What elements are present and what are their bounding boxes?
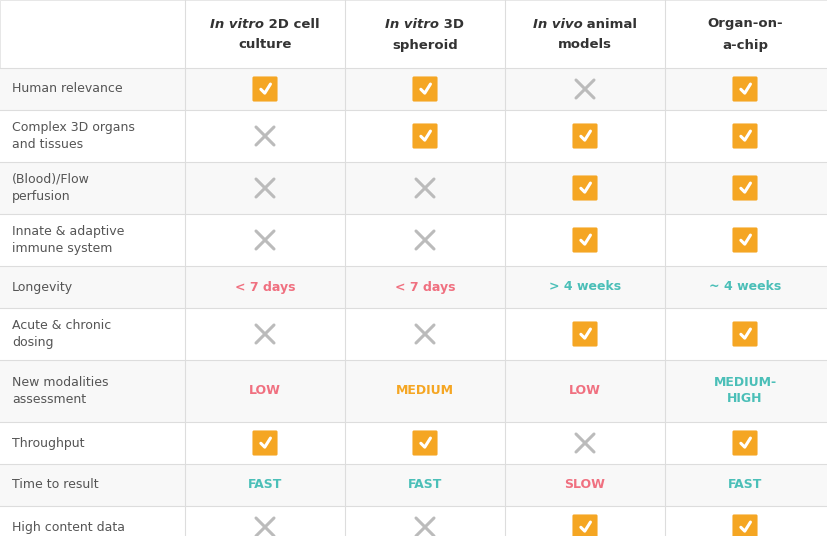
Bar [0,360,827,422]
Bar [0,464,827,506]
Bar [0,266,827,308]
FancyBboxPatch shape [571,322,597,347]
Bar [0,214,827,266]
Text: ~ 4 weeks: ~ 4 weeks [708,280,780,294]
FancyBboxPatch shape [732,175,757,200]
Text: FAST: FAST [727,479,762,492]
Text: a-chip: a-chip [721,39,767,51]
Text: < 7 days: < 7 days [235,280,295,294]
FancyBboxPatch shape [732,123,757,148]
FancyBboxPatch shape [732,322,757,347]
Bar [0,308,827,360]
Text: FAST: FAST [408,479,442,492]
Text: LOW: LOW [249,384,280,398]
FancyBboxPatch shape [252,430,277,456]
Text: Complex 3D organs
and tissues: Complex 3D organs and tissues [12,121,135,151]
FancyBboxPatch shape [732,430,757,456]
FancyBboxPatch shape [732,227,757,252]
Bar [0,0,827,68]
Text: < 7 days: < 7 days [394,280,455,294]
Text: Acute & chronic
dosing: Acute & chronic dosing [12,319,111,349]
Bar [0,110,827,162]
Text: Human relevance: Human relevance [12,83,122,95]
Text: High content data: High content data [12,520,125,533]
Text: models: models [557,39,611,51]
Text: 2D cell: 2D cell [264,18,319,31]
Text: animal: animal [581,18,637,31]
Text: Innate & adaptive
immune system: Innate & adaptive immune system [12,225,124,255]
Text: Throughput: Throughput [12,436,84,450]
Bar [0,68,827,110]
Text: culture: culture [238,39,291,51]
Bar [0,506,827,536]
Text: MEDIUM-
HIGH: MEDIUM- HIGH [713,376,776,406]
Text: LOW: LOW [568,384,600,398]
Text: New modalities
assessment: New modalities assessment [12,376,108,406]
FancyBboxPatch shape [252,77,277,101]
FancyBboxPatch shape [412,430,437,456]
Text: Longevity: Longevity [12,280,73,294]
FancyBboxPatch shape [412,123,437,148]
FancyBboxPatch shape [571,515,597,536]
Text: In vitro: In vitro [385,18,439,31]
FancyBboxPatch shape [571,227,597,252]
FancyBboxPatch shape [732,515,757,536]
Bar [0,422,827,464]
FancyBboxPatch shape [571,123,597,148]
FancyBboxPatch shape [571,175,597,200]
Text: Time to result: Time to result [12,479,98,492]
Bar [0,162,827,214]
Text: In vivo: In vivo [532,18,581,31]
Text: (Blood)/Flow
perfusion: (Blood)/Flow perfusion [12,173,90,203]
Text: spheroid: spheroid [392,39,457,51]
Text: FAST: FAST [247,479,282,492]
Text: Organ-on-: Organ-on- [706,18,782,31]
Text: > 4 weeks: > 4 weeks [548,280,620,294]
Text: 3D: 3D [439,18,464,31]
FancyBboxPatch shape [732,77,757,101]
Text: MEDIUM: MEDIUM [395,384,453,398]
Text: SLOW: SLOW [564,479,605,492]
FancyBboxPatch shape [412,77,437,101]
Text: In vitro: In vitro [210,18,264,31]
